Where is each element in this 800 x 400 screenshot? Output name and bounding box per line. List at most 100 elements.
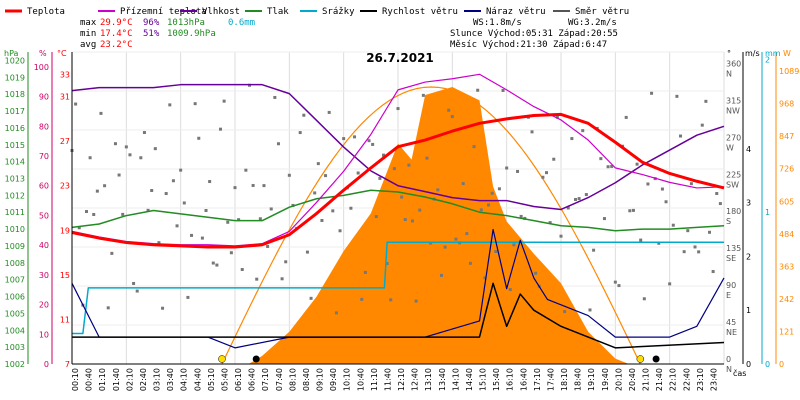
wind-dir-point — [628, 209, 632, 213]
x-tick-label: 03:40 — [166, 368, 175, 391]
pressure-tick: 1012 — [5, 191, 25, 200]
wind-dir-point — [389, 298, 393, 302]
unit-degc: °C — [57, 49, 67, 58]
wind-dir-point — [316, 162, 320, 166]
wind-speed-tick: 4 — [746, 145, 751, 154]
wind-dir-point — [599, 157, 603, 161]
wind-dir-point — [258, 217, 262, 221]
wind-dir-point — [490, 191, 494, 195]
wind-dir-point — [99, 111, 103, 115]
wind-dir-point — [219, 127, 223, 131]
humidity-tick: 50 — [39, 211, 49, 220]
pressure-tick: 1007 — [5, 276, 25, 285]
x-tick-label: 04:40 — [193, 368, 202, 391]
radiation-tick: 726 — [779, 165, 794, 174]
temperature-tick: 7 — [65, 360, 70, 369]
pressure-tick: 1015 — [5, 141, 25, 150]
wind-dir-point — [650, 91, 654, 95]
wind-dir-point — [135, 289, 139, 293]
wind-dir-tick-label: S — [726, 217, 731, 226]
pressure-tick: 1005 — [5, 309, 25, 318]
wind-dir-point — [371, 142, 375, 146]
wind-dir-point — [266, 244, 270, 248]
wind-dir-point — [161, 306, 165, 310]
x-tick-label: 04:10 — [180, 368, 189, 391]
radiation-tick: 484 — [779, 230, 794, 239]
wind-dir-point — [356, 171, 360, 175]
wind-dir-point — [92, 212, 96, 216]
wind-dir-point — [186, 295, 190, 299]
wind-dir-point — [479, 208, 483, 212]
series-tlak — [71, 189, 725, 232]
x-tick-label: 15:40 — [492, 368, 501, 391]
x-tick-label: 07:10 — [261, 368, 270, 391]
stat-max-hum: 96% — [143, 18, 160, 28]
legend-vlhkost: Vlhkost — [202, 7, 240, 17]
stat-ws: WS:1.8m/s — [473, 18, 522, 28]
wind-dir-point — [342, 137, 346, 141]
wind-dir-point — [635, 162, 639, 166]
wind-dir-point — [700, 123, 704, 127]
wind-dir-point — [610, 164, 614, 168]
radiation-tick: 605 — [779, 197, 794, 206]
wind-dir-tick: 360 — [726, 59, 741, 68]
wind-dir-point — [664, 200, 668, 204]
wind-dir-point — [613, 280, 617, 284]
pressure-tick: 1011 — [5, 208, 25, 217]
radiation-tick: 847 — [779, 132, 794, 141]
wind-dir-point — [396, 107, 400, 111]
wind-dir-point — [95, 189, 99, 193]
wind-dir-point — [240, 268, 244, 272]
wind-dir-tick: 180 — [726, 207, 741, 216]
wind-dir-tick-label: N — [726, 365, 732, 374]
wind-dir-point — [519, 214, 523, 218]
stat-min-hum: 51% — [143, 29, 160, 39]
x-tick-label: 05:10 — [207, 368, 216, 391]
wind-dir-point — [450, 115, 454, 119]
wind-dir-point — [331, 209, 335, 213]
x-tick-label: 20:10 — [614, 368, 623, 391]
x-tick-label: 19:10 — [587, 368, 596, 391]
wind-dir-point — [501, 88, 505, 92]
wind-dir-point — [516, 169, 520, 173]
humidity-tick: 70 — [39, 152, 49, 161]
temperature-tick: 11 — [60, 315, 70, 324]
wind-dir-point — [171, 179, 175, 183]
wind-dir-point — [497, 187, 501, 191]
wind-dir-point — [392, 167, 396, 171]
wind-dir-point — [190, 233, 194, 237]
wind-dir-point — [606, 165, 610, 169]
pressure-tick: 1004 — [5, 326, 25, 335]
wind-dir-point — [204, 208, 208, 212]
radiation-tick: 242 — [779, 295, 794, 304]
wind-dir-point — [631, 208, 635, 212]
legend-naraz-vetru: Náraz větru — [486, 7, 546, 17]
wind-dir-tick-label: SE — [726, 254, 736, 263]
stat-sun: Slunce Východ:05:31 Západ:20:55 — [450, 29, 618, 39]
sun-curve-line — [221, 86, 641, 365]
wind-dir-point — [682, 250, 686, 254]
x-tick-label: 16:40 — [519, 368, 528, 391]
wind-dir-point — [487, 203, 491, 207]
x-tick-label: 18:40 — [574, 368, 583, 391]
wind-dir-point — [418, 208, 422, 212]
wind-dir-point — [715, 192, 719, 196]
wind-dir-point — [505, 166, 509, 170]
wind-dir-point — [244, 168, 248, 172]
stat-max-label: max — [80, 18, 97, 28]
wind-dir-point — [429, 241, 433, 245]
rain-tick: 2 — [765, 56, 770, 65]
radiation-tick: 0 — [779, 360, 784, 369]
axes: 1002100310041005100610071008100910101011… — [5, 52, 799, 391]
unit-mm: mm — [765, 49, 781, 58]
wind-dir-point — [483, 276, 487, 280]
moonrise-marker — [652, 355, 660, 363]
wind-dir-point — [385, 262, 389, 266]
x-tick-label: 09:10 — [316, 368, 325, 391]
wind-dir-point — [704, 99, 708, 103]
wind-dir-tick-label: SW — [726, 180, 739, 189]
pressure-tick: 1013 — [5, 174, 25, 183]
wind-dir-point — [298, 131, 302, 135]
wind-dir-point — [193, 102, 197, 106]
